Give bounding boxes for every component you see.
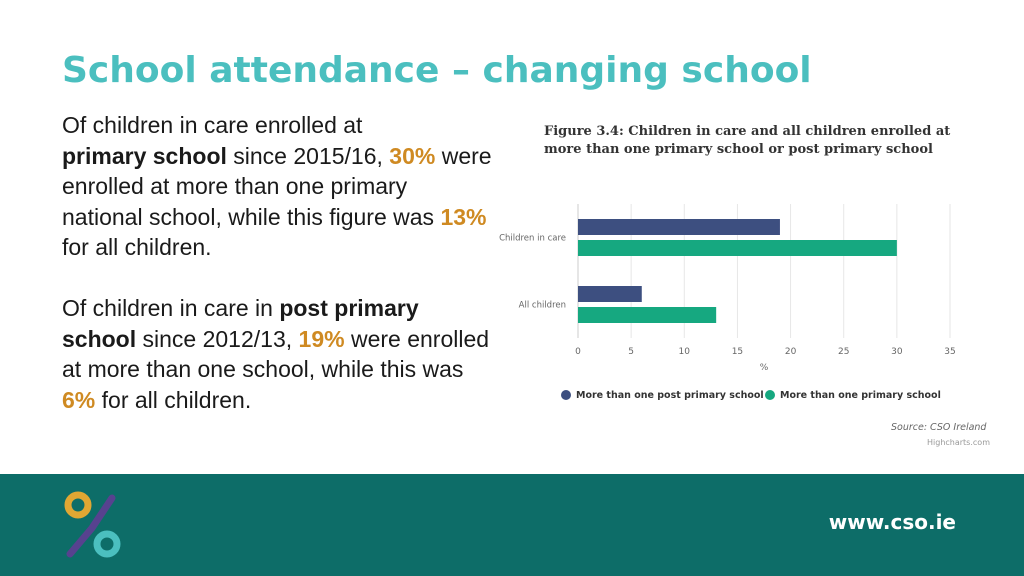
legend-label-1: More than one primary school bbox=[780, 390, 941, 401]
x-tick-label-20: 20 bbox=[785, 347, 797, 357]
legend-marker-0 bbox=[561, 390, 571, 400]
x-axis-label: % bbox=[760, 363, 769, 373]
p2-text-4: for all children. bbox=[101, 386, 252, 413]
cso-logo-icon bbox=[64, 491, 121, 558]
p2-text-1: Of children in care in bbox=[62, 295, 273, 321]
x-tick-label-35: 35 bbox=[944, 347, 955, 357]
p1-text-1: Of children in care enrolled at bbox=[62, 112, 363, 138]
x-tick-label-25: 25 bbox=[838, 347, 849, 357]
x-tick-label-15: 15 bbox=[732, 347, 743, 357]
x-tick-label-5: 5 bbox=[628, 347, 634, 357]
footer-bar bbox=[0, 474, 1024, 576]
footer-website-link[interactable]: www.cso.ie bbox=[828, 510, 956, 534]
bar-1-0 bbox=[578, 286, 642, 302]
chart-source: Source: CSO Ireland bbox=[891, 422, 987, 433]
category-label-0: Children in care bbox=[499, 234, 566, 244]
legend-marker-1 bbox=[765, 390, 775, 400]
p2-text-2: since 2012/13, bbox=[142, 325, 293, 352]
p2-highlight-19: 19% bbox=[298, 325, 345, 352]
p1-text-4: for all children. bbox=[62, 234, 212, 260]
bar-0-0 bbox=[578, 219, 780, 235]
primary-school-paragraph: Of children in care enrolled at primary … bbox=[62, 110, 492, 263]
p1-text-2: since 2015/16, bbox=[233, 142, 383, 169]
page-title: School attendance – changing school bbox=[62, 50, 812, 91]
p1-text-3: were enrolled at more than one primary n… bbox=[62, 142, 492, 230]
p1-bold-primary-school: primary school bbox=[62, 142, 227, 169]
p1-highlight-13: 13% bbox=[440, 203, 487, 230]
x-tick-label-10: 10 bbox=[679, 347, 691, 357]
post-primary-paragraph: Of children in care in post primary scho… bbox=[62, 293, 492, 415]
p1-highlight-30: 30% bbox=[389, 142, 436, 169]
figure-title: Figure 3.4: Children in care and all chi… bbox=[544, 124, 951, 157]
category-label-1: All children bbox=[519, 301, 566, 311]
p2-bold-post-primary: post primary bbox=[279, 295, 419, 321]
bar-0-1 bbox=[578, 240, 897, 256]
p2-text-3: were enrolled at more than one school, w… bbox=[62, 325, 490, 383]
bar-1-1 bbox=[578, 307, 717, 323]
chart-credit[interactable]: Highcharts.com bbox=[927, 438, 990, 447]
legend-label-0: More than one post primary school bbox=[576, 390, 764, 401]
bar-chart: 0 5 10 15 20 25 30 35% Children in care All child… bbox=[499, 204, 956, 401]
p2-bold-school: school bbox=[62, 325, 137, 352]
x-tick-label-0: 0 bbox=[575, 347, 581, 357]
p2-highlight-6: 6% bbox=[62, 386, 96, 413]
x-tick-label-30: 30 bbox=[891, 347, 903, 357]
